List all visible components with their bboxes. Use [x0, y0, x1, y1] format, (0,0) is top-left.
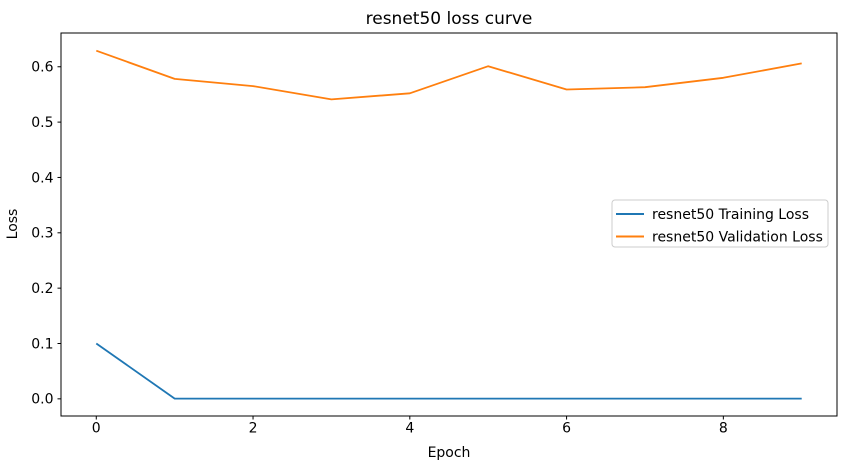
training-loss-line: [95, 342, 802, 400]
legend-label: resnet50 Validation Loss: [652, 229, 823, 245]
legend: resnet50 Training Loss resnet50 Validatio…: [611, 199, 829, 248]
y-tick-label: 0.5: [31, 115, 53, 131]
x-tick-label: 0: [92, 421, 101, 437]
x-tick-label: 2: [249, 421, 258, 437]
x-tick-label: 6: [562, 421, 571, 437]
y-tick-label: 0.0: [31, 392, 53, 408]
y-tick-label: 0.3: [31, 226, 53, 242]
legend-box: [611, 199, 829, 248]
y-tick-label: 0.1: [31, 336, 53, 352]
x-tick-label: 8: [719, 421, 728, 437]
plot-area-border: [60, 32, 838, 417]
y-tick-label: 0.4: [31, 170, 53, 186]
y-tick-label: 0.6: [31, 60, 53, 76]
x-axis-label: Epoch: [428, 445, 471, 461]
y-tick-label: 0.2: [31, 281, 53, 297]
y-axis-label: Loss: [5, 209, 21, 240]
chart-title: resnet50 loss curve: [366, 9, 533, 29]
legend-label: resnet50 Training Loss: [652, 207, 809, 223]
x-tick-label: 4: [405, 421, 414, 437]
validation-loss-line: [95, 49, 802, 101]
